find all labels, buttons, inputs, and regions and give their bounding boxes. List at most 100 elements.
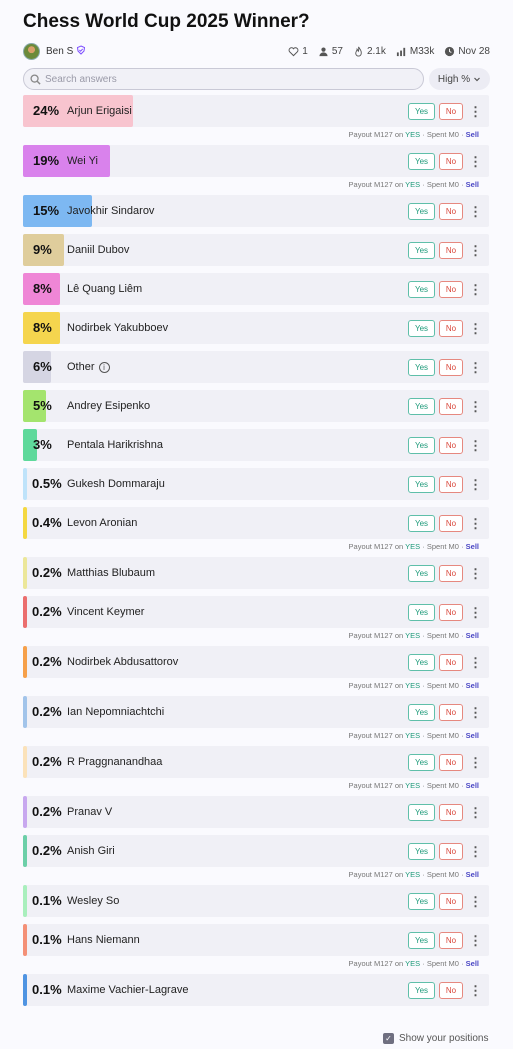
more-options-icon[interactable]: ⋮ [469, 243, 482, 258]
buy-no-button[interactable]: No [439, 320, 463, 337]
search-box[interactable] [23, 68, 424, 90]
sell-link[interactable]: Sell [465, 681, 479, 690]
answer-bar-row[interactable]: 24% Arjun Erigaisi Yes No ⋮ [23, 95, 489, 127]
buy-no-button[interactable]: No [439, 398, 463, 415]
answer-bar-row[interactable]: 0.1% Maxime Vachier-Lagrave Yes No ⋮ [23, 974, 489, 1006]
creator-name[interactable]: Ben S [46, 45, 74, 57]
buy-no-button[interactable]: No [439, 476, 463, 493]
search-input[interactable] [45, 73, 405, 85]
more-options-icon[interactable]: ⋮ [469, 755, 482, 770]
answer-bar-row[interactable]: 8% Nodirbek Yakubboev Yes No ⋮ [23, 312, 489, 344]
sell-link[interactable]: Sell [465, 870, 479, 879]
answer-bar-row[interactable]: 6% Other i Yes No ⋮ [23, 351, 489, 383]
buy-no-button[interactable]: No [439, 281, 463, 298]
buy-no-button[interactable]: No [439, 704, 463, 721]
more-options-icon[interactable]: ⋮ [469, 655, 482, 670]
answer-bar-row[interactable]: 0.2% Vincent Keymer Yes No ⋮ [23, 596, 489, 628]
buy-no-button[interactable]: No [439, 153, 463, 170]
answer-bar-row[interactable]: 0.5% Gukesh Dommaraju Yes No ⋮ [23, 468, 489, 500]
more-options-icon[interactable]: ⋮ [469, 805, 482, 820]
buy-yes-button[interactable]: Yes [408, 476, 435, 493]
answer-bar-row[interactable]: 0.2% Pranav V Yes No ⋮ [23, 796, 489, 828]
answer-bar-row[interactable]: 0.2% Nodirbek Abdusattorov Yes No ⋮ [23, 646, 489, 678]
sell-link[interactable]: Sell [465, 959, 479, 968]
answer-bar-row[interactable]: 0.1% Hans Niemann Yes No ⋮ [23, 924, 489, 956]
answer-bar-row[interactable]: 0.1% Wesley So Yes No ⋮ [23, 885, 489, 917]
buy-yes-button[interactable]: Yes [408, 754, 435, 771]
buy-no-button[interactable]: No [439, 843, 463, 860]
buy-yes-button[interactable]: Yes [408, 203, 435, 220]
buy-yes-button[interactable]: Yes [408, 103, 435, 120]
more-options-icon[interactable]: ⋮ [469, 399, 482, 414]
buy-yes-button[interactable]: Yes [408, 804, 435, 821]
buy-yes-button[interactable]: Yes [408, 242, 435, 259]
answer-bar-row[interactable]: 0.2% Ian Nepomniachtchi Yes No ⋮ [23, 696, 489, 728]
more-options-icon[interactable]: ⋮ [469, 894, 482, 909]
buy-no-button[interactable]: No [439, 203, 463, 220]
more-options-icon[interactable]: ⋮ [469, 360, 482, 375]
buy-yes-button[interactable]: Yes [408, 398, 435, 415]
show-positions-checkbox[interactable]: ✓ [383, 1032, 394, 1044]
answer-bar-row[interactable]: 0.2% Anish Giri Yes No ⋮ [23, 835, 489, 867]
show-positions-toggle[interactable]: ✓ Show your positions [383, 1031, 489, 1045]
creator-avatar[interactable] [23, 42, 40, 60]
buy-no-button[interactable]: No [439, 565, 463, 582]
sell-link[interactable]: Sell [465, 542, 479, 551]
buy-no-button[interactable]: No [439, 754, 463, 771]
more-options-icon[interactable]: ⋮ [469, 566, 482, 581]
buy-yes-button[interactable]: Yes [408, 982, 435, 999]
more-options-icon[interactable]: ⋮ [469, 321, 482, 336]
buy-no-button[interactable]: No [439, 654, 463, 671]
sell-link[interactable]: Sell [465, 180, 479, 189]
buy-yes-button[interactable]: Yes [408, 654, 435, 671]
buy-no-button[interactable]: No [439, 804, 463, 821]
answer-bar-row[interactable]: 8% Lê Quang Liêm Yes No ⋮ [23, 273, 489, 305]
more-options-icon[interactable]: ⋮ [469, 605, 482, 620]
more-options-icon[interactable]: ⋮ [469, 204, 482, 219]
more-options-icon[interactable]: ⋮ [469, 438, 482, 453]
buy-yes-button[interactable]: Yes [408, 843, 435, 860]
buy-yes-button[interactable]: Yes [408, 359, 435, 376]
buy-no-button[interactable]: No [439, 103, 463, 120]
buy-no-button[interactable]: No [439, 437, 463, 454]
sell-link[interactable]: Sell [465, 731, 479, 740]
buy-no-button[interactable]: No [439, 515, 463, 532]
more-options-icon[interactable]: ⋮ [469, 983, 482, 998]
answer-bar-row[interactable]: 0.2% Matthias Blubaum Yes No ⋮ [23, 557, 489, 589]
sell-link[interactable]: Sell [465, 781, 479, 790]
answer-bar-row[interactable]: 0.4% Levon Aronian Yes No ⋮ [23, 507, 489, 539]
more-options-icon[interactable]: ⋮ [469, 104, 482, 119]
answer-bar-row[interactable]: 0.2% R Praggnanandhaa Yes No ⋮ [23, 746, 489, 778]
more-options-icon[interactable]: ⋮ [469, 154, 482, 169]
answer-bar-row[interactable]: 3% Pentala Harikrishna Yes No ⋮ [23, 429, 489, 461]
buy-no-button[interactable]: No [439, 982, 463, 999]
answer-bar-row[interactable]: 19% Wei Yi Yes No ⋮ [23, 145, 489, 177]
buy-no-button[interactable]: No [439, 604, 463, 621]
answer-bar-row[interactable]: 15% Javokhir Sindarov Yes No ⋮ [23, 195, 489, 227]
more-options-icon[interactable]: ⋮ [469, 477, 482, 492]
buy-yes-button[interactable]: Yes [408, 281, 435, 298]
buy-yes-button[interactable]: Yes [408, 515, 435, 532]
buy-no-button[interactable]: No [439, 359, 463, 376]
buy-yes-button[interactable]: Yes [408, 320, 435, 337]
sort-dropdown[interactable]: High % [429, 68, 490, 90]
buy-no-button[interactable]: No [439, 242, 463, 259]
buy-no-button[interactable]: No [439, 932, 463, 949]
more-options-icon[interactable]: ⋮ [469, 844, 482, 859]
answer-bar-row[interactable]: 9% Daniil Dubov Yes No ⋮ [23, 234, 489, 266]
buy-yes-button[interactable]: Yes [408, 604, 435, 621]
info-icon[interactable]: i [98, 361, 110, 373]
buy-yes-button[interactable]: Yes [408, 704, 435, 721]
sell-link[interactable]: Sell [465, 130, 479, 139]
buy-no-button[interactable]: No [439, 893, 463, 910]
buy-yes-button[interactable]: Yes [408, 437, 435, 454]
buy-yes-button[interactable]: Yes [408, 153, 435, 170]
more-options-icon[interactable]: ⋮ [469, 933, 482, 948]
more-options-icon[interactable]: ⋮ [469, 282, 482, 297]
more-options-icon[interactable]: ⋮ [469, 516, 482, 531]
sell-link[interactable]: Sell [465, 631, 479, 640]
answer-bar-row[interactable]: 5% Andrey Esipenko Yes No ⋮ [23, 390, 489, 422]
buy-yes-button[interactable]: Yes [408, 893, 435, 910]
more-options-icon[interactable]: ⋮ [469, 705, 482, 720]
likes-stat[interactable]: 1 [288, 46, 308, 57]
